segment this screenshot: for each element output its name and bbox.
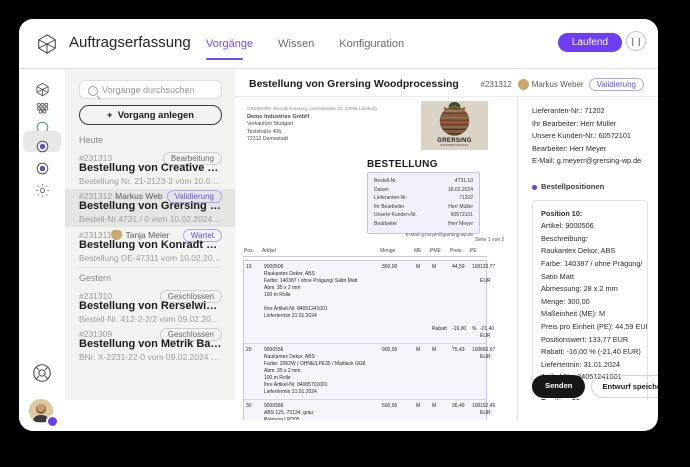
svg-text:WOODPROCESSING: WOODPROCESSING — [440, 143, 468, 147]
